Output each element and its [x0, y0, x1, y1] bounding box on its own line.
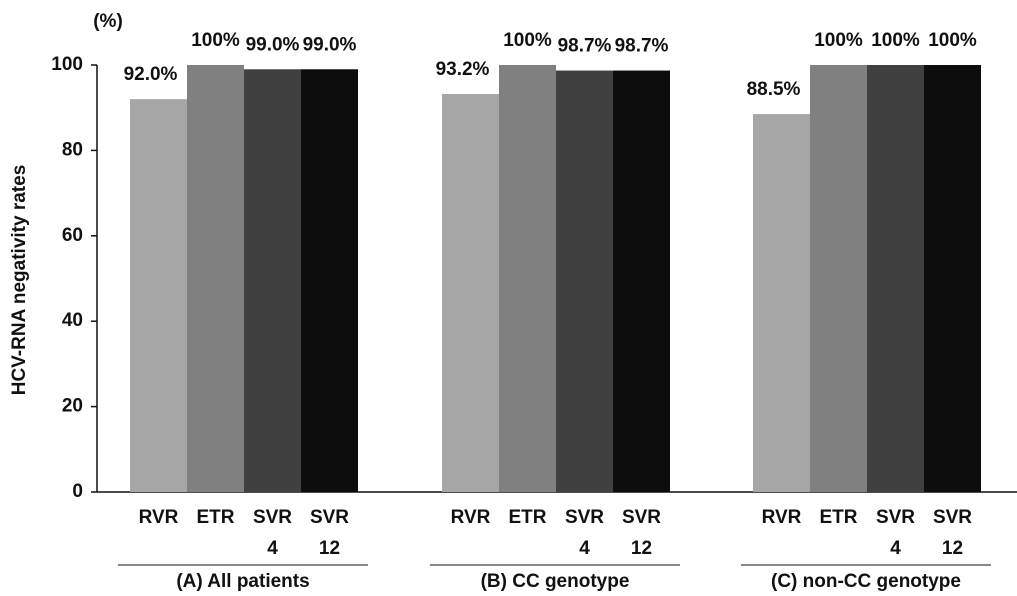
y-tick-label: 100: [51, 54, 83, 75]
value-label: 98.7%: [558, 36, 612, 57]
y-tick-label: 0: [72, 481, 83, 502]
bar: [867, 65, 924, 492]
bar: [613, 70, 670, 493]
y-tick-label: 60: [62, 225, 83, 246]
value-label: 100%: [503, 30, 552, 51]
bar-label: SVR 12: [932, 507, 973, 559]
bar-label: ETR: [196, 507, 235, 528]
value-label: 100%: [928, 30, 977, 51]
group-label: (A) All patients: [176, 571, 309, 592]
value-label: 100%: [871, 30, 920, 51]
bar: [556, 70, 613, 493]
value-label: 98.7%: [615, 36, 669, 57]
y-tick-label: 20: [62, 396, 83, 417]
value-label: 99.0%: [303, 34, 357, 55]
bar-label: SVR 4: [252, 507, 293, 559]
bar: [753, 114, 810, 492]
y-tick-label: 40: [62, 310, 83, 331]
bar-label: SVR 12: [621, 507, 662, 559]
bar-label: SVR 4: [875, 507, 916, 559]
bar: [442, 94, 499, 492]
y-axis-label: HCV-RNA negativity rates: [9, 165, 30, 396]
bar-label: ETR: [508, 507, 547, 528]
bar: [187, 65, 244, 492]
value-label: 88.5%: [747, 79, 801, 100]
value-label: 92.0%: [124, 64, 178, 85]
y-tick-label: 80: [62, 139, 83, 160]
value-label: 100%: [814, 30, 863, 51]
value-label: 100%: [191, 30, 240, 51]
y-unit: (%): [93, 11, 123, 32]
value-label: 99.0%: [246, 34, 300, 55]
bar: [924, 65, 981, 492]
bar-label: RVR: [761, 507, 802, 528]
bar-label: ETR: [819, 507, 858, 528]
value-label: 93.2%: [436, 59, 490, 80]
bar-label: RVR: [138, 507, 179, 528]
bar: [130, 99, 187, 492]
group-label: (B) CC genotype: [481, 571, 630, 592]
bar: [244, 69, 301, 493]
group-label: (C) non-CC genotype: [771, 571, 961, 592]
bar-label: RVR: [450, 507, 491, 528]
bar: [810, 65, 867, 492]
bar-label: SVR 12: [309, 507, 350, 559]
bar-label: SVR 4: [564, 507, 605, 559]
bar: [301, 69, 358, 493]
bar: [499, 65, 556, 492]
